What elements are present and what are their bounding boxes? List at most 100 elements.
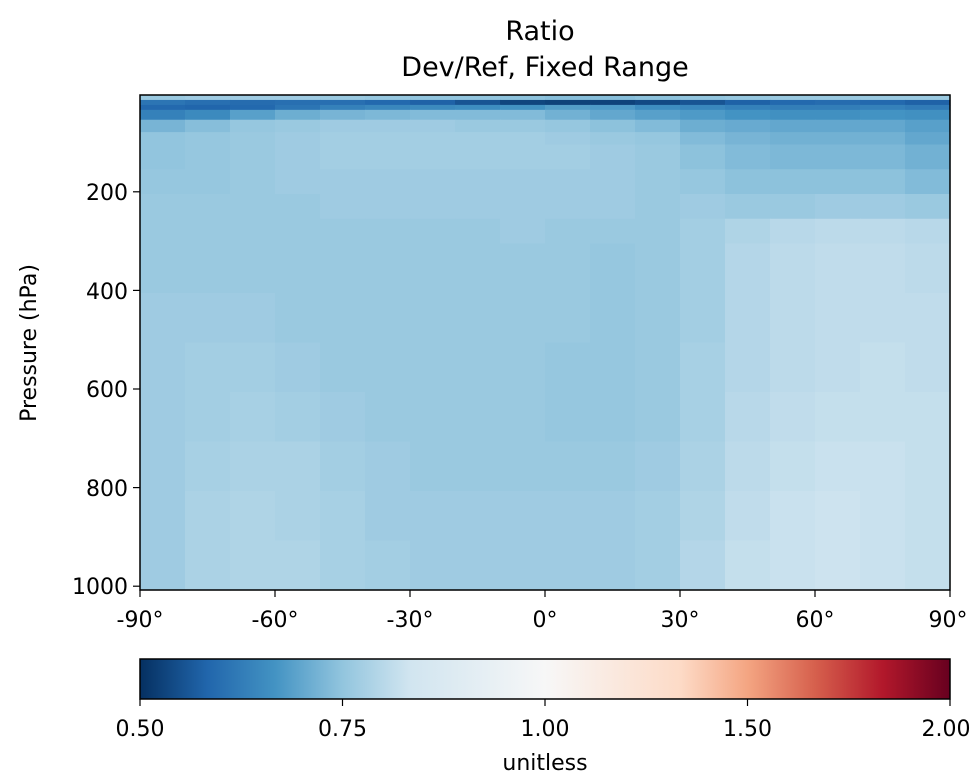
heatmap-cell: [590, 144, 636, 170]
heatmap-cell: [140, 218, 186, 245]
heatmap-cell: [320, 293, 366, 344]
heatmap-cell: [365, 540, 411, 591]
heatmap-cell: [590, 99, 636, 106]
heatmap-cell: [815, 218, 861, 245]
heatmap-cell: [770, 144, 816, 170]
heatmap-cell: [905, 392, 951, 443]
heatmap-cells: [140, 95, 951, 591]
heatmap-cell: [410, 99, 456, 106]
heatmap-cell: [545, 491, 591, 542]
heatmap-cell: [410, 342, 456, 393]
heatmap-cell: [275, 491, 321, 542]
heatmap-cell: [725, 293, 771, 344]
heatmap-cell: [725, 109, 771, 121]
heatmap-cell: [500, 218, 546, 245]
heatmap-cell: [590, 95, 636, 101]
y-tick-label: 600: [86, 378, 128, 403]
heatmap-cell: [545, 194, 591, 220]
heatmap-cell: [275, 392, 321, 443]
heatmap-cell: [320, 342, 366, 393]
heatmap-cell: [860, 132, 906, 146]
heatmap-cell: [590, 392, 636, 443]
heatmap-cell: [140, 392, 186, 443]
heatmap-cell: [275, 540, 321, 591]
heatmap-cell: [635, 194, 681, 220]
heatmap-cell: [905, 144, 951, 170]
heatmap-cell: [410, 243, 456, 294]
heatmap-cell: [590, 119, 636, 133]
heatmap-cell: [140, 119, 186, 133]
heatmap-cell: [860, 392, 906, 443]
heatmap-cell: [860, 218, 906, 245]
heatmap-cell: [275, 293, 321, 344]
heatmap-cell: [815, 243, 861, 294]
heatmap-cell: [770, 99, 816, 106]
heatmap-cell: [140, 144, 186, 170]
heatmap-cell: [860, 194, 906, 220]
heatmap-cell: [275, 243, 321, 294]
heatmap-cell: [365, 293, 411, 344]
heatmap-cell: [905, 132, 951, 146]
heatmap-cell: [185, 99, 231, 106]
heatmap-cell: [725, 243, 771, 294]
x-tick-label: 60°: [796, 608, 835, 633]
heatmap-cell: [140, 169, 186, 195]
heatmap-cell: [725, 194, 771, 220]
heatmap-cell: [860, 99, 906, 106]
heatmap-cell: [275, 99, 321, 106]
heatmap-cell: [590, 441, 636, 492]
heatmap-cell: [680, 119, 726, 133]
x-tick-label: -60°: [252, 608, 299, 633]
heatmap-cell: [545, 144, 591, 170]
heatmap-cell: [860, 491, 906, 542]
y-ticks: 200 400 600 800 1000: [72, 181, 140, 600]
heatmap-cell: [455, 293, 501, 344]
heatmap-cell: [410, 104, 456, 111]
heatmap-cell: [140, 491, 186, 542]
heatmap-cell: [230, 109, 276, 121]
heatmap-cell: [410, 132, 456, 146]
chart-subtitle: Dev/Ref, Fixed Range: [401, 52, 688, 83]
heatmap-cell: [545, 95, 591, 101]
heatmap-cell: [680, 293, 726, 344]
colorbar-label: unitless: [502, 751, 587, 776]
heatmap-cell: [140, 342, 186, 393]
heatmap-cell: [455, 132, 501, 146]
heatmap-cell: [185, 441, 231, 492]
heatmap-cell: [815, 109, 861, 121]
heatmap-cell: [680, 169, 726, 195]
colorbar-tick-label: 0.50: [116, 717, 165, 742]
heatmap-cell: [365, 144, 411, 170]
heatmap-cell: [725, 104, 771, 111]
heatmap-cell: [365, 194, 411, 220]
heatmap-cell: [590, 132, 636, 146]
heatmap-cell: [275, 342, 321, 393]
heatmap-cell: [185, 95, 231, 101]
heatmap-cell: [500, 194, 546, 220]
heatmap-cell: [320, 119, 366, 133]
heatmap-cell: [320, 243, 366, 294]
heatmap-cell: [140, 132, 186, 146]
heatmap-cell: [275, 119, 321, 133]
heatmap-cell: [320, 95, 366, 101]
heatmap-cell: [185, 540, 231, 591]
heatmap-cell: [590, 109, 636, 121]
heatmap-cell: [410, 119, 456, 133]
heatmap-cell: [590, 194, 636, 220]
heatmap-cell: [275, 132, 321, 146]
heatmap-cell: [770, 104, 816, 111]
colorbar-tick-label: 2.00: [922, 717, 971, 742]
heatmap-cell: [905, 119, 951, 133]
heatmap-cell: [410, 144, 456, 170]
heatmap-cell: [455, 119, 501, 133]
heatmap-cell: [500, 119, 546, 133]
heatmap-cell: [140, 540, 186, 591]
heatmap-cell: [815, 132, 861, 146]
heatmap-cell: [410, 293, 456, 344]
heatmap-cell: [590, 342, 636, 393]
heatmap-cell: [635, 119, 681, 133]
heatmap-cell: [275, 104, 321, 111]
chart-title: Ratio: [505, 16, 574, 47]
heatmap-cell: [365, 392, 411, 443]
